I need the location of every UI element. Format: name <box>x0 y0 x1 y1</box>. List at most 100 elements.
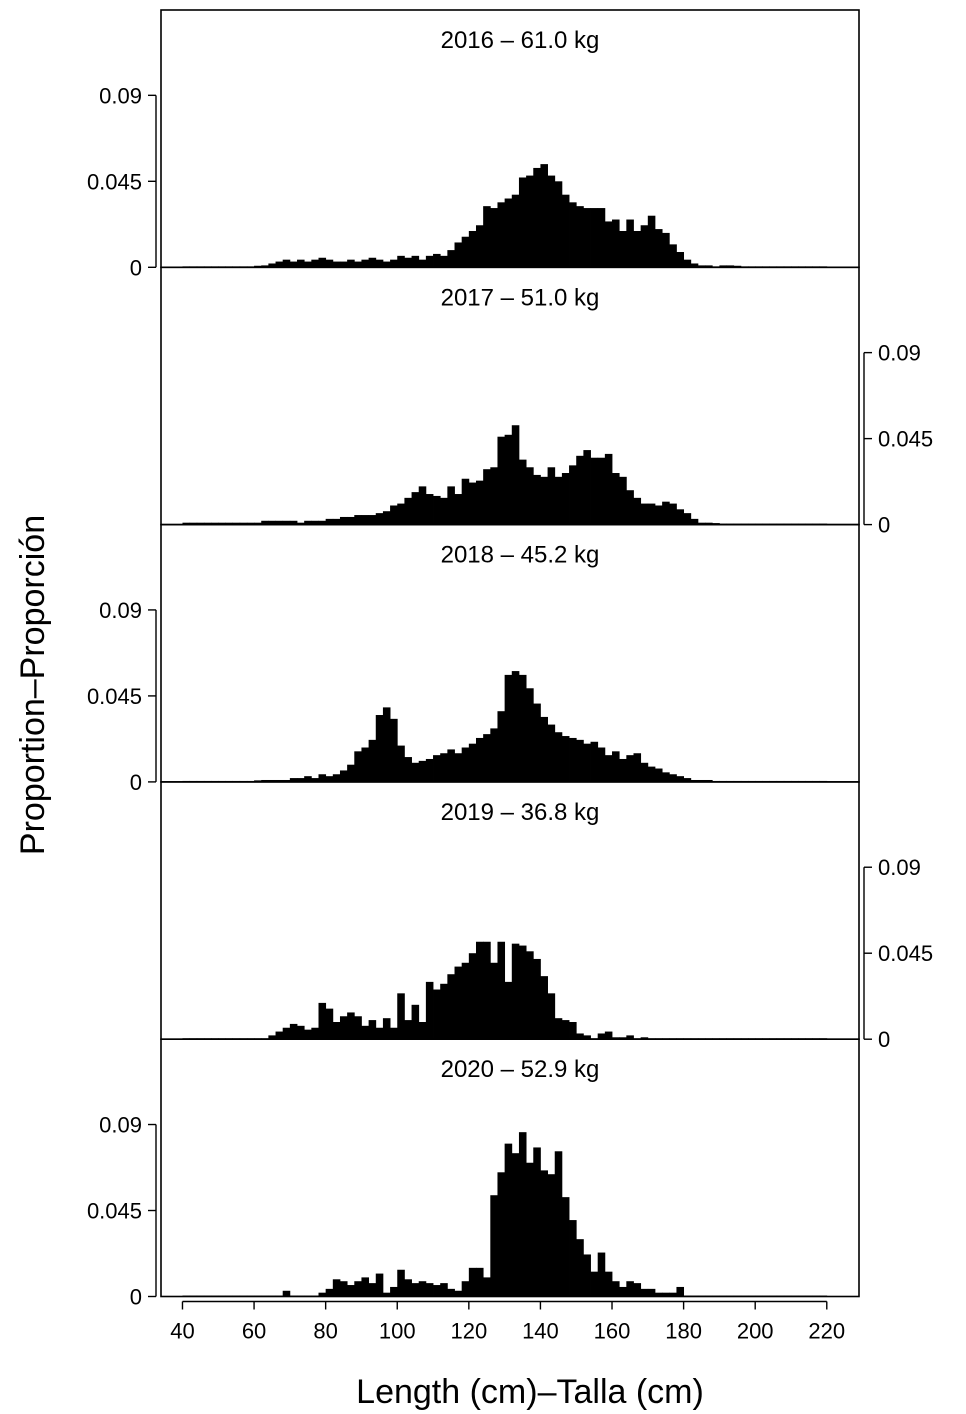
bar <box>726 265 735 268</box>
bar <box>268 779 276 782</box>
bar <box>375 259 384 268</box>
bar <box>569 465 577 525</box>
bar <box>411 255 420 268</box>
bar <box>604 221 613 268</box>
bar <box>433 1285 441 1297</box>
panel-2018: 2018 – 45.2 kg 0 0.045 0.09 <box>87 523 860 795</box>
bar <box>583 208 591 268</box>
bar <box>468 482 477 525</box>
bar <box>590 741 599 782</box>
y-tick-label: 0.045 <box>87 684 142 709</box>
y-tick-label: 0 <box>130 1285 142 1310</box>
bar <box>239 522 248 525</box>
bar <box>612 751 620 782</box>
bar <box>705 265 713 268</box>
bar <box>576 455 584 525</box>
y-tick-label: 0.09 <box>99 598 142 623</box>
bar <box>626 755 634 782</box>
bar <box>382 261 391 268</box>
bar <box>590 208 599 268</box>
bar <box>425 255 434 268</box>
bar <box>662 1292 670 1297</box>
bar <box>561 736 570 782</box>
bar <box>490 208 498 268</box>
bar <box>454 966 463 1040</box>
bar <box>261 265 269 268</box>
bar <box>225 522 233 525</box>
bar <box>275 261 284 268</box>
bar <box>318 520 327 525</box>
bar <box>282 779 291 782</box>
bar <box>382 511 391 525</box>
bar <box>604 755 613 782</box>
bar <box>540 476 548 525</box>
bar <box>683 778 692 782</box>
histogram-bars-2016 <box>182 164 828 268</box>
bar <box>561 1020 570 1040</box>
bar <box>318 774 327 782</box>
bar <box>332 774 341 782</box>
bar <box>554 1018 563 1040</box>
bar <box>518 945 527 1040</box>
histogram-bars-2019 <box>182 941 828 1040</box>
bar <box>547 467 556 525</box>
bar <box>440 255 448 268</box>
bar <box>576 206 584 268</box>
bar <box>390 718 398 782</box>
y-tick-label: 0 <box>878 513 890 538</box>
bar <box>640 503 649 525</box>
bar <box>397 993 405 1040</box>
bar <box>483 469 491 525</box>
panel-title: 2018 – 45.2 kg <box>441 542 600 569</box>
bar <box>275 520 284 525</box>
bar <box>669 1292 677 1297</box>
bar <box>318 1292 327 1297</box>
chart-panels: 2016 – 61.0 kg 0 0.045 0.09 2017 – 51.0 kg 0 0… <box>87 9 933 1310</box>
bar <box>325 1288 334 1297</box>
bar <box>705 522 713 525</box>
x-tick-label: 80 <box>313 1319 337 1344</box>
bar <box>354 515 362 525</box>
bar <box>583 1035 591 1040</box>
bar <box>647 766 656 782</box>
x-tick-label: 180 <box>665 1319 702 1344</box>
bar <box>576 739 584 782</box>
bar <box>504 981 513 1040</box>
bar <box>697 779 706 782</box>
bar <box>633 753 642 782</box>
bar <box>425 1283 434 1297</box>
bar <box>612 1037 620 1040</box>
bar <box>590 457 599 525</box>
bar <box>619 1037 627 1040</box>
bar <box>690 779 699 782</box>
bar <box>282 520 291 525</box>
bar <box>468 1267 477 1297</box>
bar <box>475 480 484 525</box>
bar <box>390 1286 398 1297</box>
bar <box>690 518 699 525</box>
bar <box>404 757 412 782</box>
bar <box>425 758 434 782</box>
bar <box>590 1271 599 1297</box>
bar <box>554 732 563 782</box>
bar <box>311 778 319 782</box>
bar <box>705 779 713 782</box>
bar <box>518 674 527 782</box>
bar <box>547 724 556 782</box>
bar <box>490 1195 498 1297</box>
bar <box>447 974 455 1040</box>
bar <box>368 1283 377 1297</box>
bar <box>518 177 527 268</box>
bar <box>261 520 269 525</box>
bar <box>483 941 491 1040</box>
bar <box>289 1023 298 1040</box>
bar <box>504 198 513 268</box>
bar <box>612 1281 620 1297</box>
bar <box>433 755 441 782</box>
bar <box>676 776 685 782</box>
bar <box>246 522 255 525</box>
bar <box>189 522 198 525</box>
bar <box>619 476 627 525</box>
bar <box>597 1252 606 1297</box>
bar <box>282 259 291 268</box>
